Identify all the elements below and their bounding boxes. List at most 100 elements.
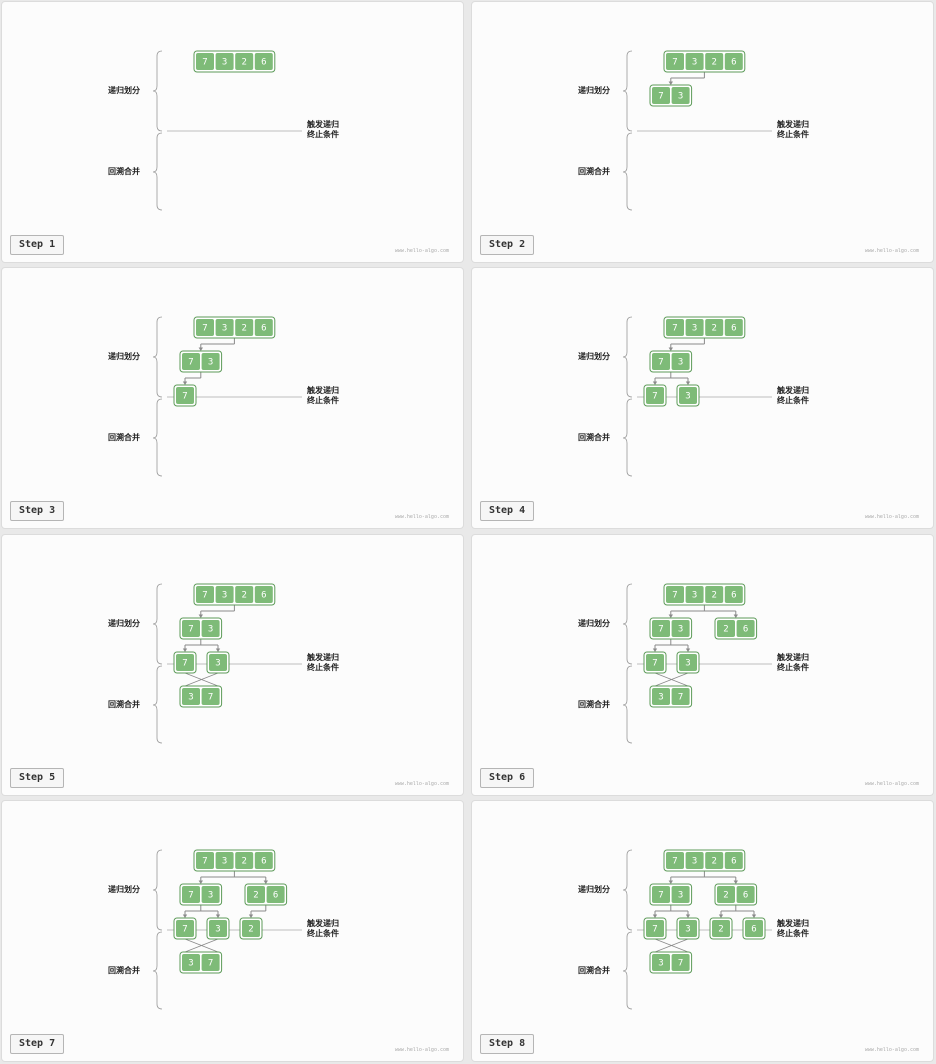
cell-value: 7 xyxy=(658,891,663,901)
array-cell: 3 xyxy=(209,654,227,671)
array-cell: 6 xyxy=(724,852,743,869)
merge-phase-label: 回溯合并 xyxy=(578,167,610,176)
divide-phase-label: 递归划分 xyxy=(108,352,140,361)
cell-value: 7 xyxy=(208,959,213,969)
array-node-ll: 7 xyxy=(643,651,667,674)
termination-condition-label: 触发递归 终止条件 xyxy=(307,919,339,939)
merge-sort-diagram: 7 3 2 67 37 xyxy=(152,316,302,477)
cell-value: 2 xyxy=(241,857,246,867)
cell-value: 7 xyxy=(182,392,187,402)
termination-condition-label: 触发递归 终止条件 xyxy=(777,120,809,140)
cell-value: 2 xyxy=(723,891,728,901)
cell-value: 7 xyxy=(678,959,683,969)
step-panel: 7 3 2 6 7 3 2 6 7 3 2 6 3 7 递归划分 回溯合并 触发递归 终止条件 Step 8 www.… xyxy=(471,800,934,1062)
merge-connector xyxy=(184,938,219,953)
termination-condition-label: 触发递归 终止条件 xyxy=(777,386,809,406)
cell-value: 7 xyxy=(652,659,657,669)
cell-value: 7 xyxy=(658,358,663,368)
array-node-lr: 3 xyxy=(676,384,700,407)
array-node-lr: 3 xyxy=(676,917,700,940)
array-cell: 7 xyxy=(196,53,214,70)
cell-value: 7 xyxy=(658,92,663,102)
split-connector xyxy=(184,372,202,382)
cell-value: 2 xyxy=(723,625,728,635)
step-label: Step 5 xyxy=(10,768,65,788)
array-cell: 7 xyxy=(666,852,684,869)
array-cell: 3 xyxy=(215,852,234,869)
cell-value: 7 xyxy=(658,625,663,635)
watermark: www.hello-algo.com xyxy=(864,248,919,254)
array-cell: 3 xyxy=(215,586,234,603)
array-cell: 3 xyxy=(685,852,704,869)
array-cell: 7 xyxy=(652,87,670,104)
array-cell: 3 xyxy=(201,620,220,637)
step-panel: 7 3 2 6 7 3 7 3 递归划分 回溯合并 触发递归 终止条件 Step 4 www.hello-… xyxy=(471,267,934,529)
array-cell: 6 xyxy=(736,886,755,903)
array-cell: 2 xyxy=(235,852,254,869)
merge-sort-diagram: 7 3 2 67 37 3 xyxy=(622,316,772,477)
array-cell: 7 xyxy=(671,688,690,705)
condition-line-2: 终止条件 xyxy=(307,663,339,672)
cell-value: 3 xyxy=(208,891,213,901)
array-cell: 6 xyxy=(266,886,285,903)
watermark: www.hello-algo.com xyxy=(864,781,919,787)
cell-value: 6 xyxy=(261,591,266,601)
array-node-root: 7 3 2 6 xyxy=(663,583,746,606)
merge-phase-label: 回溯合并 xyxy=(578,966,610,975)
split-connector xyxy=(200,605,235,615)
merge-connector xyxy=(654,938,689,953)
phase-braces xyxy=(622,583,633,744)
termination-condition-label: 触发递归 终止条件 xyxy=(307,653,339,673)
array-cell: 6 xyxy=(745,920,763,937)
cell-value: 2 xyxy=(711,324,716,334)
array-cell: 2 xyxy=(705,586,724,603)
condition-line-2: 终止条件 xyxy=(777,130,809,139)
step-panel: 7 3 2 6 7 3 2 6 7 3 3 7 递归划分 回溯合并 触发递归 终止条件 Step 6 www.he… xyxy=(471,534,934,796)
merge-phase-label: 回溯合并 xyxy=(108,167,140,176)
array-node-ll: 7 xyxy=(643,917,667,940)
array-cell: 3 xyxy=(215,53,234,70)
array-cell: 7 xyxy=(666,319,684,336)
array-cell: 7 xyxy=(646,920,664,937)
array-cell: 2 xyxy=(235,586,254,603)
cell-value: 7 xyxy=(202,324,207,334)
termination-condition-label: 触发递归 终止条件 xyxy=(307,120,339,140)
array-cell: 3 xyxy=(679,654,697,671)
watermark: www.hello-algo.com xyxy=(864,514,919,520)
array-node-ll: 7 xyxy=(173,384,197,407)
merge-sort-diagram: 7 3 2 67 3 2 67 3 23 7 xyxy=(152,849,302,1010)
cell-value: 3 xyxy=(678,358,683,368)
cell-value: 3 xyxy=(658,959,663,969)
array-node-root: 7 3 2 6 xyxy=(663,316,746,339)
array-node-ll: 7 xyxy=(643,384,667,407)
cell-value: 3 xyxy=(692,857,697,867)
array-cell: 3 xyxy=(209,920,227,937)
step-label: Step 1 xyxy=(10,235,65,255)
array-cell: 7 xyxy=(201,688,220,705)
cell-value: 3 xyxy=(678,891,683,901)
array-cell: 7 xyxy=(176,920,194,937)
split-connector xyxy=(200,871,267,881)
merge-connector xyxy=(184,672,219,687)
cell-value: 3 xyxy=(222,857,227,867)
condition-line-1: 触发递归 xyxy=(307,653,339,662)
array-cell: 7 xyxy=(196,852,214,869)
array-cell: 2 xyxy=(705,53,724,70)
cell-value: 2 xyxy=(711,591,716,601)
array-cell: 7 xyxy=(671,954,690,971)
array-cell: 3 xyxy=(671,87,690,104)
merge-phase-label: 回溯合并 xyxy=(108,433,140,442)
condition-line-2: 终止条件 xyxy=(307,929,339,938)
cell-value: 6 xyxy=(731,591,736,601)
array-cell: 2 xyxy=(717,886,735,903)
step-panel: 7 3 2 6 7 3 7 递归划分 回溯合并 触发递归 终止条件 Step 3 www.hello-a… xyxy=(1,267,464,529)
array-cell: 3 xyxy=(685,53,704,70)
array-node-root: 7 3 2 6 xyxy=(663,849,746,872)
array-cell: 3 xyxy=(182,954,200,971)
cell-value: 2 xyxy=(253,891,258,901)
array-cell: 7 xyxy=(182,886,200,903)
condition-line-2: 终止条件 xyxy=(777,663,809,672)
